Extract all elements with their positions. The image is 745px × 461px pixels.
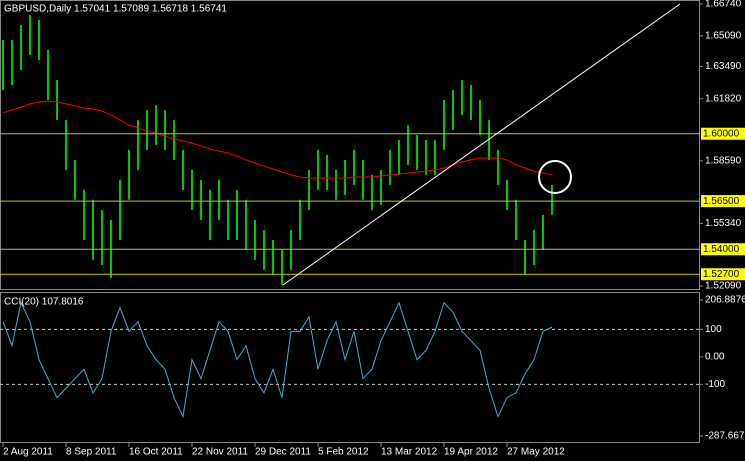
level-label: 1.60000 [703,128,740,139]
y-tick-label: 1.61820 [705,93,742,104]
y-tick-label: 1.63490 [705,61,742,72]
x-tick-label: 22 Nov 2011 [192,447,248,458]
level-label-bg [701,127,745,140]
level-label: 1.52700 [703,269,740,280]
y-tick-label: 100 [705,324,722,335]
price-panel-frame [0,0,700,290]
cci-title: CCI(20) 107.8016 [4,297,84,308]
level-label-bg [701,195,745,208]
chart-title: GBPUSD,Daily 1.57041 1.57089 1.56718 1.5… [4,4,227,15]
x-tick-label: 27 May 2012 [507,447,565,458]
cci-line [2,301,553,419]
x-tick-label: 5 Feb 2012 [318,447,369,458]
y-tick-label: -100 [705,379,725,390]
level-label-bg [701,268,745,281]
level-label-bg [701,243,745,256]
x-tick-label: 19 Apr 2012 [444,447,498,458]
x-tick-label: 16 Oct 2011 [129,447,183,458]
level-label: 1.56500 [703,196,740,207]
cci-panel-frame [0,292,700,443]
y-tick-label: 0.00 [705,352,725,363]
y-tick-label: 1.58590 [705,156,742,167]
y-tick-label: 1.66740 [705,0,742,10]
level-label: 1.54000 [703,244,740,255]
y-tick-label: -287.667 [705,431,745,442]
moving-average [2,100,553,179]
highlight-circle [538,160,572,194]
y-tick-label: 1.52090 [705,281,742,292]
x-tick-label: 8 Sep 2011 [66,447,117,458]
x-tick-label: 2 Aug 2011 [3,447,53,458]
y-tick-label: 1.65090 [705,30,742,41]
x-tick-label: 13 Mar 2012 [381,447,438,458]
y-tick-label: 1.55340 [705,218,742,229]
y-tick-label: 206.8876 [705,295,745,306]
trend-line [282,3,681,286]
x-tick-label: 29 Dec 2011 [255,447,311,458]
